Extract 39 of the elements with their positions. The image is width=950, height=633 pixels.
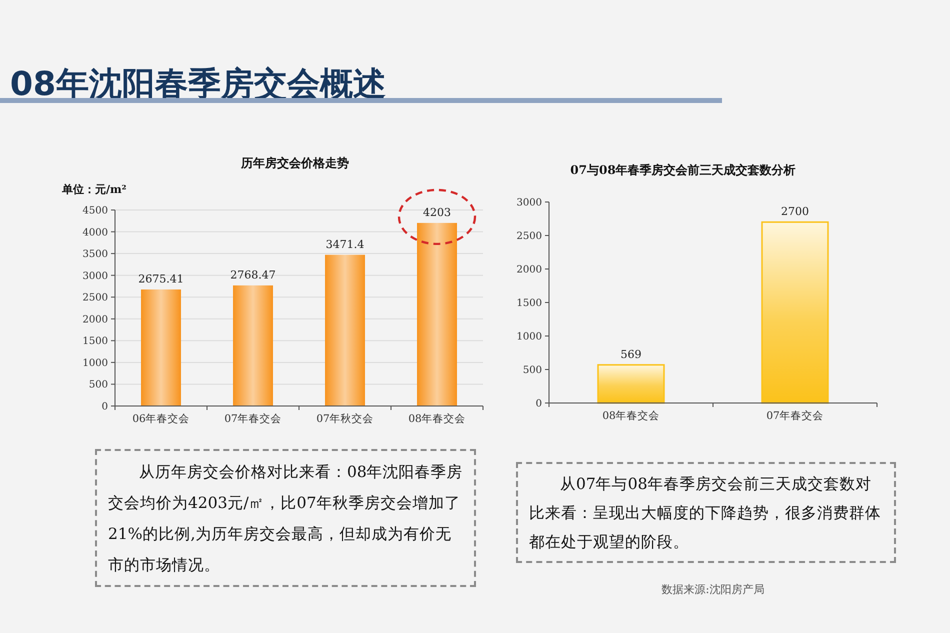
y-tick-label: 2500 — [82, 292, 108, 304]
x-tick-label: 08年春交会 — [408, 412, 466, 425]
x-tick-label: 08年春交会 — [602, 409, 660, 422]
chart-title: 历年房交会价格走势 — [240, 156, 349, 170]
y-tick-label: 3000 — [516, 198, 542, 208]
text: 从历年房交会价格对比来看：08年沈阳春季房交会均价为4203元/㎡，比07年秋季房交会增加了21%的比例,为历年房交会最高，但却成为有价无市的市场情况。 — [95, 449, 476, 587]
bar — [233, 285, 273, 406]
y-tick-label: 0 — [536, 398, 542, 410]
bar — [417, 222, 457, 406]
y-tick-label: 1000 — [516, 332, 542, 342]
y-tick-label: 2000 — [82, 314, 108, 326]
x-tick-label: 06年春交会 — [132, 412, 190, 425]
x-tick-label: 07年秋交会 — [316, 412, 374, 425]
y-tick-label: 4500 — [82, 206, 108, 216]
x-tick-label: 07年春交会 — [224, 412, 282, 425]
x-tick-label: 07年春交会 — [766, 409, 824, 422]
bar — [141, 289, 181, 406]
y-tick-label: 0 — [102, 402, 108, 412]
data-label: 2768.47 — [230, 268, 276, 282]
y-tick-label: 1500 — [82, 336, 108, 348]
bar — [325, 254, 365, 406]
data-label: 3471.4 — [326, 238, 364, 251]
y-tick-label: 500 — [88, 380, 108, 391]
y-tick-label: 500 — [522, 365, 542, 376]
y-tick-label: 2000 — [516, 264, 542, 276]
y-axis-title: 单位：元/m² — [61, 183, 127, 196]
y-tick-label: 3500 — [82, 249, 108, 260]
text: 从07年与08年春季房交会前三天成交套数对比来看：呈现出大幅度的下降趋势，很多消费群体都在处于观望的阶段。 — [516, 462, 896, 563]
data-label: 569 — [620, 348, 642, 361]
source-note: 数据来源:沈阳房产局 — [662, 582, 764, 597]
data-label: 4203 — [423, 206, 451, 219]
y-tick-label: 1500 — [516, 298, 542, 309]
y-tick-label: 3000 — [82, 270, 108, 282]
y-tick-label: 4000 — [82, 227, 108, 238]
data-label: 2700 — [781, 205, 809, 218]
data-label: 2675.41 — [138, 272, 184, 286]
y-tick-label: 2500 — [516, 231, 542, 242]
y-tick-label: 1000 — [82, 358, 108, 369]
chart-title: 07与08年春季房交会前三天成交套数分析 — [570, 163, 796, 177]
